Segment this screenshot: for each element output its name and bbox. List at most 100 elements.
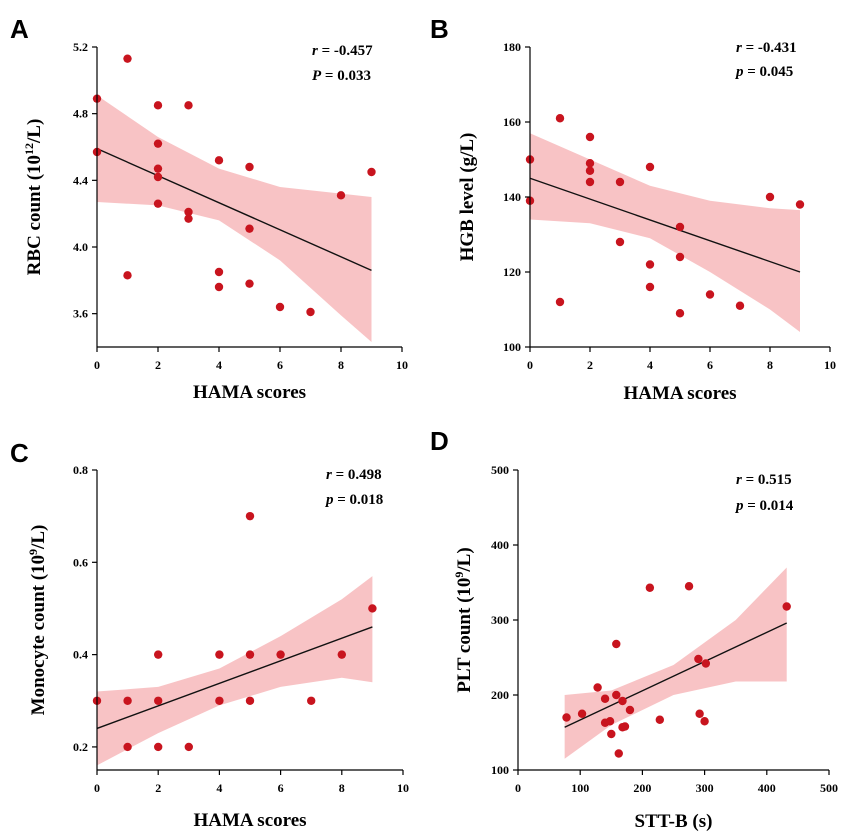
data-point [612,690,621,700]
confidence-band [97,95,372,342]
p-value: = 0.045 [744,64,794,80]
y-tick-label: 4.0 [73,240,88,254]
data-point [555,297,565,307]
data-point [153,172,163,182]
data-point [765,192,775,202]
r-symbol: r [326,467,332,483]
panel-c: C 0 2 4 6 8 10 0.2 0.4 0.6 0.8 HAMA scores Monocyte … [10,438,409,831]
data-point [184,101,193,110]
panel-letter: C [10,438,29,468]
x-tick-label: 4 [216,781,222,795]
data-point [618,696,627,706]
y-axis-label-main: Monocyte count (10 [28,555,49,715]
y-tick-label: 0.4 [73,648,88,662]
r-symbol: r [736,472,742,488]
data-point [184,207,193,217]
x-tick-label: 4 [647,358,653,372]
data-point [705,290,715,299]
data-point [700,717,709,726]
x-tick-label: 8 [339,781,345,795]
data-point [577,709,587,718]
data-point [694,654,703,664]
panel-b: B 0 2 4 6 8 10 100 120 140 160 180 HAMA scores HGB le… [430,14,836,404]
data-point [215,650,224,659]
y-tick-label: 5.2 [73,40,88,54]
r-annotation: r = -0.431 [736,40,797,56]
y-axis-label-unit: /L) [454,547,475,572]
y-tick-label: 400 [491,538,509,552]
data-point [245,650,255,659]
data-point [184,214,193,223]
confidence-band [97,576,373,766]
r-value: = 0.515 [742,472,792,488]
regression-line [96,626,373,730]
data-point [585,177,595,187]
data-point [153,199,163,208]
x-tick-label: 200 [633,781,651,795]
x-tick-label: 2 [155,781,161,795]
data-point [620,722,630,731]
y-axis-label-superscript: 9 [26,549,40,555]
x-tick-label: 0 [94,781,100,795]
p-symbol: P [312,68,322,84]
data-point [615,177,625,187]
y-tick-label: 140 [503,190,521,204]
data-point [184,742,193,752]
data-point [276,650,285,659]
data-point [701,659,711,668]
p-annotation: p = 0.045 [734,64,793,80]
data-point [593,683,602,692]
x-axis-label: STT-B (s) [635,811,713,832]
x-tick-label: 0 [94,358,100,372]
x-tick-label: 10 [397,781,409,795]
data-point [585,159,595,168]
x-tick-label: 6 [707,358,713,372]
y-axis-label-unit: /L) [24,119,45,144]
regression-line [529,177,801,273]
y-tick-label: 200 [491,688,509,702]
data-point [612,639,621,649]
data-point [307,696,316,705]
data-point [607,729,616,739]
data-point [275,302,285,312]
data-point [675,252,685,262]
x-axis-label: HAMA scores [623,383,736,404]
x-tick-label: 10 [396,358,408,372]
r-value: = -0.431 [742,40,797,56]
data-point [245,696,255,705]
y-tick-label: 0.6 [73,555,88,569]
data-point [645,260,655,269]
data-point [562,713,571,722]
data-point [123,271,132,280]
data-point [368,604,377,613]
data-point [684,582,694,591]
data-point [214,156,224,165]
y-axis-label-superscript: 9 [452,572,466,578]
data-point [245,224,254,233]
p-symbol: p [734,498,744,514]
regression-line [564,622,788,728]
x-tick-label: 400 [758,781,776,795]
panel-a: A 0 2 4 6 8 10 3.6 4.0 4.4 4.8 5.2 HAMA scores RBC co… [10,14,408,403]
data-point [555,114,565,123]
x-tick-label: 100 [571,781,589,795]
data-point [695,709,704,718]
data-point [245,511,255,521]
data-point [782,602,791,611]
y-axis-label: RBC count (1012/L) [22,119,45,276]
y-tick-label: 4.4 [73,173,88,187]
data-point [123,742,132,752]
data-point [645,583,655,592]
data-point [153,139,163,148]
data-point [675,309,685,318]
data-point [735,301,745,310]
data-point [153,164,163,173]
p-symbol: p [324,492,334,508]
data-point [336,191,346,200]
data-point [214,267,224,277]
regression-line [96,148,372,271]
y-axis-label: HGB level (g/L) [457,133,478,262]
confidence-band [564,567,787,759]
x-tick-label: 4 [216,358,222,372]
